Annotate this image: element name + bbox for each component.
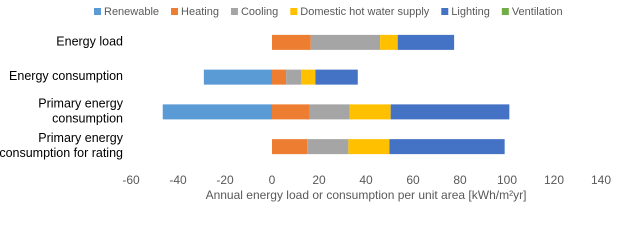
bar-segment bbox=[348, 139, 390, 155]
legend-swatch bbox=[501, 8, 509, 15]
chart: Annual energy load or consumption per un… bbox=[0, 6, 611, 202]
bar-segment bbox=[286, 69, 302, 85]
y-tick-label: Primary energy consumption for rating bbox=[0, 131, 124, 160]
x-tick-label: 20 bbox=[312, 173, 326, 187]
bar-segment bbox=[349, 104, 391, 120]
bar-segment bbox=[301, 69, 316, 85]
bar-segment bbox=[272, 34, 311, 50]
legend-label: Lighting bbox=[451, 6, 490, 18]
legend-label: Heating bbox=[181, 6, 219, 18]
bar-segment bbox=[380, 34, 398, 50]
bar-segment bbox=[307, 139, 349, 155]
x-tick-label: 60 bbox=[406, 173, 420, 187]
bar-segment bbox=[389, 139, 505, 155]
bar-segment bbox=[397, 34, 455, 50]
bar-segment bbox=[272, 104, 310, 120]
x-tick-label: -40 bbox=[169, 173, 187, 187]
y-tick-label: Energy load bbox=[56, 35, 123, 49]
legend-label: Ventilation bbox=[512, 6, 563, 18]
x-tick-label: 100 bbox=[497, 173, 517, 187]
x-tick-label: 120 bbox=[544, 173, 564, 187]
bar-segment bbox=[390, 104, 510, 120]
bar-segment bbox=[310, 34, 381, 50]
bar-segment bbox=[162, 104, 272, 120]
x-axis-title: Annual energy load or consumption per un… bbox=[206, 188, 527, 202]
x-tick-label: 140 bbox=[591, 173, 611, 187]
legend-swatch bbox=[94, 8, 101, 15]
y-tick-label: Energy consumption bbox=[9, 69, 123, 83]
bar-segment bbox=[272, 69, 287, 85]
legend-label: Cooling bbox=[241, 6, 278, 18]
bar-segment bbox=[315, 69, 358, 85]
x-tick-label: 40 bbox=[359, 173, 373, 187]
bar-segment bbox=[309, 104, 350, 120]
legend-label: Renewable bbox=[104, 6, 159, 18]
legend-swatch bbox=[441, 8, 449, 15]
bar-segment bbox=[203, 69, 272, 85]
legend-swatch bbox=[290, 8, 298, 15]
y-tick-label: Primary energy consumption bbox=[38, 97, 123, 126]
legend-label: Domestic hot water supply bbox=[300, 6, 429, 18]
x-tick-label: 80 bbox=[453, 173, 467, 187]
legend-swatch bbox=[230, 8, 238, 15]
x-tick-label: -60 bbox=[122, 173, 140, 187]
bar-segment bbox=[272, 139, 308, 155]
x-tick-label: -20 bbox=[216, 173, 234, 187]
x-tick-label: 0 bbox=[269, 173, 276, 187]
legend-swatch bbox=[171, 8, 179, 15]
